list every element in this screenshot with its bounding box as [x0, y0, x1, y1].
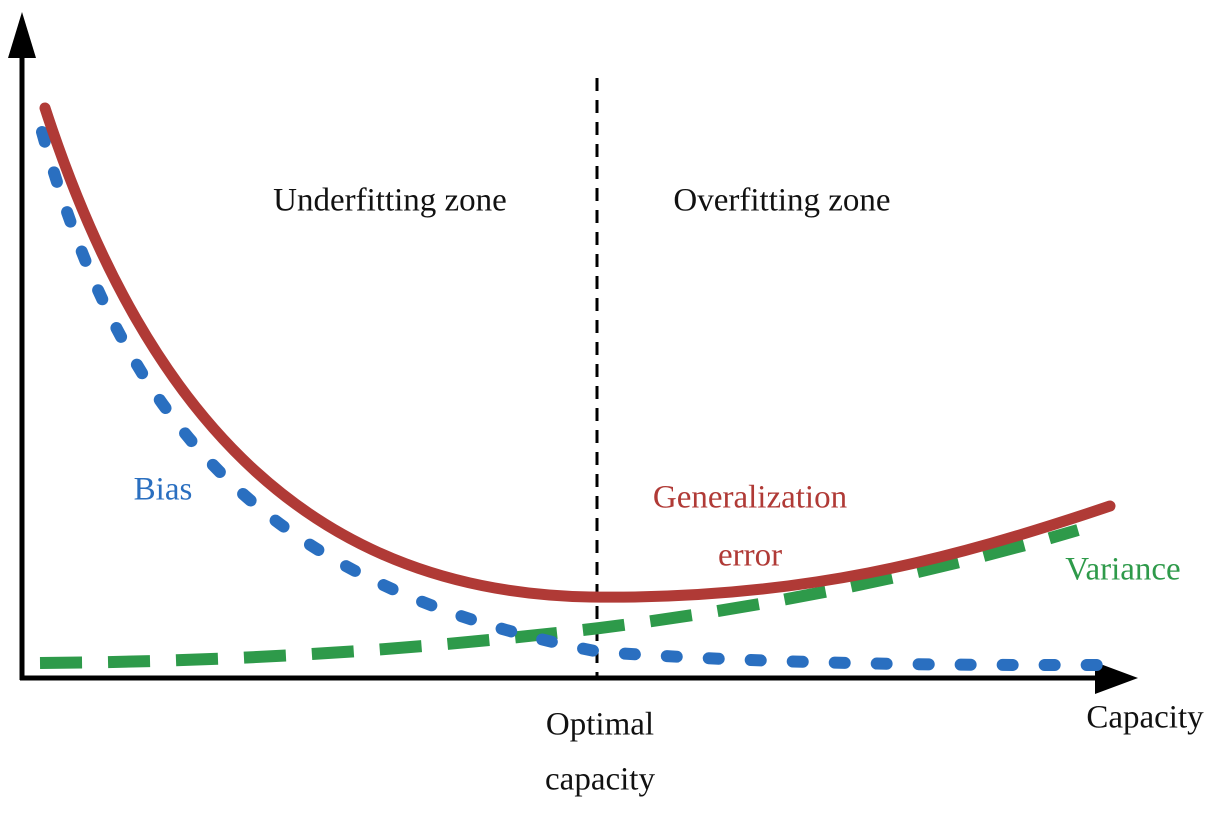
marker-label: Optimal: [546, 707, 654, 743]
curve-label: error: [718, 538, 782, 574]
curve-label: Variance: [1065, 552, 1180, 588]
axis-label: Capacity: [1086, 700, 1204, 736]
zone-label: Overfitting zone: [673, 183, 890, 219]
zone-label: Underfitting zone: [273, 183, 507, 219]
curve-label: Bias: [134, 472, 193, 508]
x-axis-arrow: [1095, 662, 1138, 694]
generalization-curve: [39, 102, 1116, 603]
variance-curve: [39, 524, 1080, 669]
bias-curve: [36, 126, 1106, 672]
marker-label: capacity: [545, 762, 655, 798]
curve-label: Generalization: [653, 480, 847, 516]
y-axis-arrow: [8, 12, 36, 58]
